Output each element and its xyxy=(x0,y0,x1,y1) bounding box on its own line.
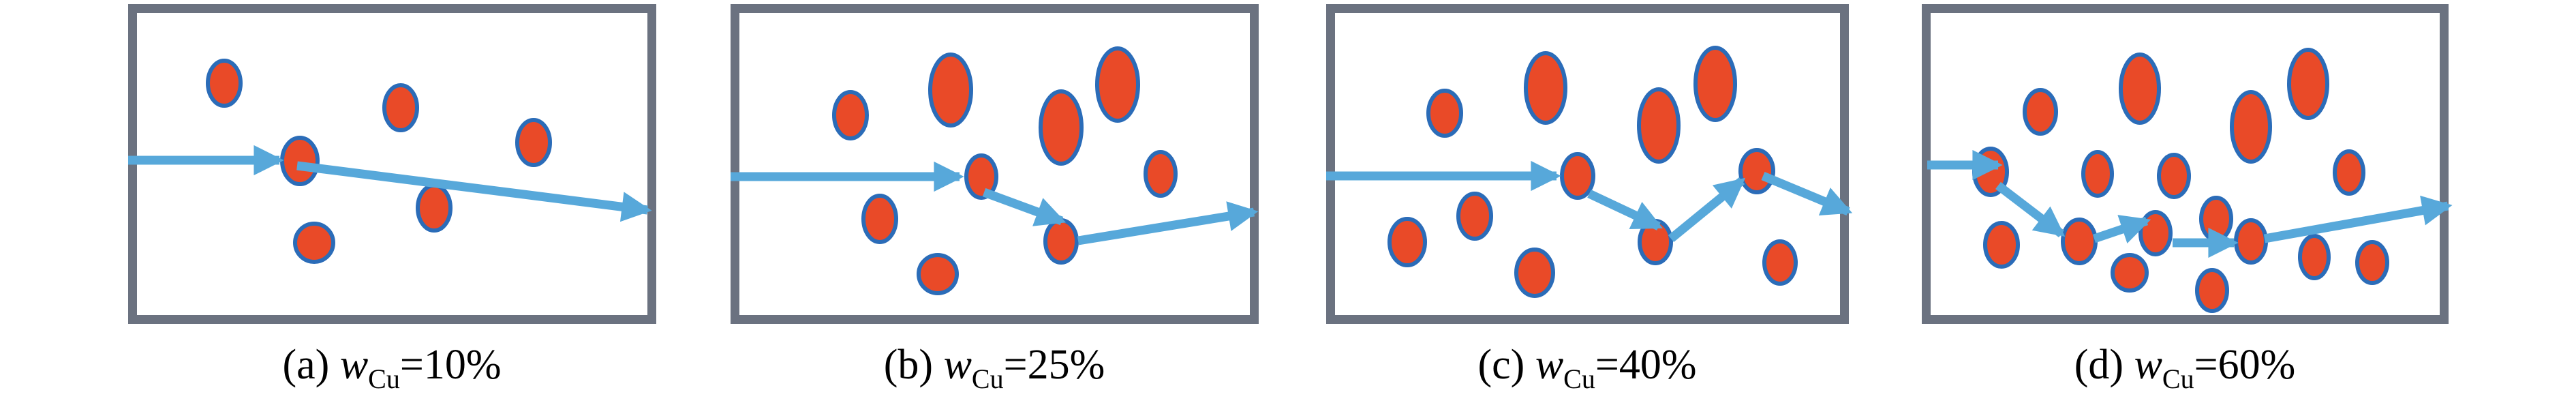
cu-particles xyxy=(1387,46,1798,298)
cu-particle xyxy=(917,253,959,295)
cu-particle xyxy=(964,153,998,200)
cu-particles xyxy=(206,59,552,264)
panel-caption: (c) wCu=40% xyxy=(1478,342,1697,394)
panel-caption: (a) wCu=10% xyxy=(283,342,502,394)
caption-value: =40% xyxy=(1595,342,1697,388)
cu-particle xyxy=(1693,46,1737,122)
scattering-arrow xyxy=(1587,190,1663,230)
cu-particle xyxy=(416,183,453,233)
scattering-arrow xyxy=(1077,201,1259,245)
scattering-path-arrows xyxy=(1326,160,1853,243)
scattering-path-arrows xyxy=(1927,149,2453,258)
cu-particle xyxy=(2333,149,2365,196)
caption-value: =25% xyxy=(1004,342,1105,388)
cu-particle xyxy=(1043,218,1079,265)
cu-particles xyxy=(1972,48,2389,313)
cu-particle xyxy=(515,118,552,167)
caption-subscript: Cu xyxy=(972,363,1004,394)
caption-subscript: Cu xyxy=(1563,363,1595,394)
cu-particle xyxy=(2230,90,2272,164)
cu-particle xyxy=(1560,152,1595,200)
cu-particle xyxy=(832,90,869,140)
caption-value: =10% xyxy=(400,342,502,388)
scattering-arrow xyxy=(296,161,652,222)
cu-particle xyxy=(2111,253,2149,293)
panel-caption: (d) wCu=60% xyxy=(2074,342,2295,394)
cu-particle xyxy=(1762,239,1798,286)
cu-particle xyxy=(2234,218,2268,265)
cu-particle xyxy=(1387,217,1427,267)
cu-particle xyxy=(2081,150,2114,198)
cu-particle xyxy=(2023,88,2058,136)
scattering-arrow xyxy=(2092,215,2151,243)
cu-particle xyxy=(2195,268,2229,313)
cu-particle xyxy=(2287,48,2329,120)
caption-subscript: Cu xyxy=(2162,363,2194,394)
cu-particle xyxy=(928,53,973,128)
caption-symbol: w xyxy=(1535,342,1563,388)
caption-value: =60% xyxy=(2194,342,2296,388)
caption-prefix: (a) xyxy=(283,342,340,388)
cu-particle xyxy=(1095,46,1140,123)
cu-particles xyxy=(832,46,1178,295)
panel-c: (c) wCu=40% xyxy=(1326,4,1853,394)
cu-particle xyxy=(2061,218,2098,265)
cu-particle xyxy=(1426,89,1463,138)
scattering-arrow xyxy=(1995,181,2066,238)
cu-particle xyxy=(1637,87,1681,164)
cu-particle xyxy=(2298,234,2331,280)
cu-particle xyxy=(861,194,898,244)
panel-b: (b) wCu=25% xyxy=(731,4,1259,394)
caption-prefix: (d) xyxy=(2074,342,2134,388)
cu-particle xyxy=(293,222,335,264)
scattering-arrow xyxy=(982,188,1067,226)
cu-particle xyxy=(2199,196,2233,242)
scattering-path-arrows xyxy=(731,161,1259,245)
caption-symbol: w xyxy=(944,342,972,388)
caption-prefix: (c) xyxy=(1478,342,1535,388)
panel-caption: (b) wCu=25% xyxy=(884,342,1105,394)
scattering-arrow xyxy=(2263,195,2453,243)
scattering-path-arrows xyxy=(128,145,652,222)
panel-a: (a) wCu=10% xyxy=(128,4,656,394)
cu-particle xyxy=(1144,150,1178,198)
caption-symbol: w xyxy=(2134,342,2162,388)
cu-particle xyxy=(2119,53,2161,125)
cu-particle xyxy=(206,59,243,108)
caption-prefix: (b) xyxy=(884,342,944,388)
cu-particle xyxy=(2157,153,2191,199)
scattering-arrow xyxy=(1668,177,1746,243)
scattering-arrow xyxy=(1761,171,1853,216)
cu-particle xyxy=(1456,192,1493,241)
cu-particle xyxy=(1524,51,1567,125)
cu-particle xyxy=(382,83,419,132)
cu-particle xyxy=(1514,248,1555,298)
cu-particle xyxy=(1983,221,2020,269)
cu-particle xyxy=(280,136,320,186)
cu-particle xyxy=(1738,148,1775,194)
caption-symbol: w xyxy=(340,342,368,388)
panel-d: (d) wCu=60% xyxy=(1922,4,2453,394)
caption-subscript: Cu xyxy=(368,363,400,394)
cu-particle xyxy=(1039,89,1084,166)
cu-particle xyxy=(2355,240,2389,285)
